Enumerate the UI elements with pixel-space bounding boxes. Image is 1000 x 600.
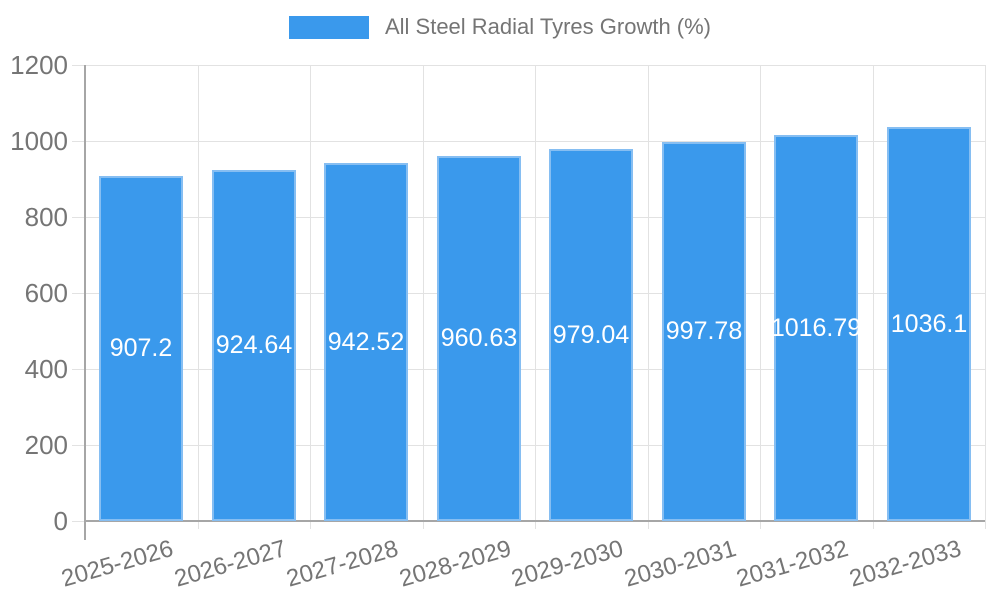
y-axis-tick: [72, 217, 85, 218]
x-axis-label-text: 2025-2026: [58, 535, 177, 593]
x-gridline: [198, 65, 199, 529]
y-axis-label: 800: [24, 202, 68, 232]
bar-value-label: 997.78: [665, 317, 743, 345]
y-axis-label: 200: [24, 430, 68, 460]
y-axis-tick: [72, 65, 85, 66]
y-axis-label: 1200: [10, 50, 68, 80]
x-axis-label: 2031-2032: [729, 535, 852, 593]
bar-value-label: 1036.1: [890, 309, 968, 338]
x-gridline: [760, 65, 761, 529]
x-gridline: [985, 65, 986, 529]
y-axis-tick: [72, 521, 85, 522]
y-axis-label: 600: [24, 278, 68, 308]
bar[interactable]: 997.78: [662, 142, 746, 521]
x-gridline: [648, 65, 649, 529]
x-gridline: [423, 65, 424, 529]
x-gridline: [873, 65, 874, 529]
y-axis-tick: [72, 369, 85, 370]
bar-value-label: 907.2: [109, 334, 173, 362]
x-axis-label-text: 2030-2031: [621, 535, 740, 593]
x-axis-label: 2032-2033: [842, 535, 964, 593]
y-axis-line: [84, 65, 86, 540]
x-gridline: [310, 65, 311, 529]
bar-value-label: 1016.79: [770, 313, 862, 342]
y-axis-label: 1000: [10, 126, 68, 156]
legend-label[interactable]: All Steel Radial Tyres Growth (%): [384, 14, 712, 39]
bar[interactable]: 907.2: [99, 176, 183, 521]
x-axis-label: 2028-2029: [392, 535, 514, 593]
bar[interactable]: 979.04: [549, 149, 633, 521]
x-axis-label-text: 2031-2032: [733, 535, 852, 593]
y-axis-tick: [72, 141, 85, 142]
x-gridline: [535, 65, 536, 529]
y-axis-tick: [72, 293, 85, 294]
x-axis-label: 2025-2026: [54, 535, 177, 593]
y-axis-tick: [72, 445, 85, 446]
bar[interactable]: 1036.1: [887, 127, 971, 521]
bar[interactable]: 1016.79: [770, 135, 862, 521]
bar-value-label: 979.04: [552, 320, 630, 349]
bar-value-label: 942.52: [327, 327, 405, 356]
x-axis-label-text: 2029-2030: [508, 535, 627, 593]
x-axis-label-text: 2026-2027: [171, 535, 290, 593]
legend-swatch-icon[interactable]: [288, 15, 369, 39]
x-axis-line: [85, 520, 985, 522]
x-axis-label: 2029-2030: [504, 535, 627, 593]
bar-value-label: 924.64: [215, 331, 293, 359]
bar[interactable]: 942.52: [324, 163, 408, 521]
y-axis-label: 400: [24, 354, 68, 384]
x-axis-label-text: 2032-2033: [846, 535, 965, 593]
x-axis-label: 2026-2027: [167, 535, 289, 593]
chart-legend: All Steel Radial Tyres Growth (%): [0, 14, 1000, 40]
x-axis-label: 2030-2031: [617, 535, 739, 593]
x-axis-label: 2027-2028: [279, 535, 402, 593]
y-axis-label: 0: [53, 506, 68, 536]
bar[interactable]: 924.64: [212, 170, 296, 521]
bar-value-label: 960.63: [440, 324, 518, 352]
bar[interactable]: 960.63: [437, 156, 521, 521]
x-axis-label-text: 2027-2028: [283, 535, 402, 593]
x-axis-label-text: 2028-2029: [396, 535, 515, 593]
